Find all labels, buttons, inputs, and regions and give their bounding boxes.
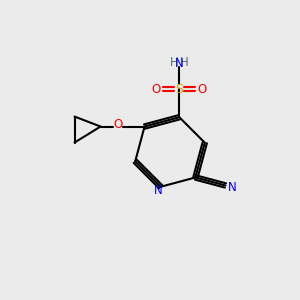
Text: O: O xyxy=(152,83,161,96)
Text: N: N xyxy=(228,181,237,194)
Text: H: H xyxy=(180,56,189,69)
Text: O: O xyxy=(198,83,207,96)
Text: H: H xyxy=(170,56,179,69)
Text: O: O xyxy=(113,118,122,131)
Text: S: S xyxy=(175,83,183,96)
Text: N: N xyxy=(175,57,184,70)
Text: N: N xyxy=(154,184,163,197)
